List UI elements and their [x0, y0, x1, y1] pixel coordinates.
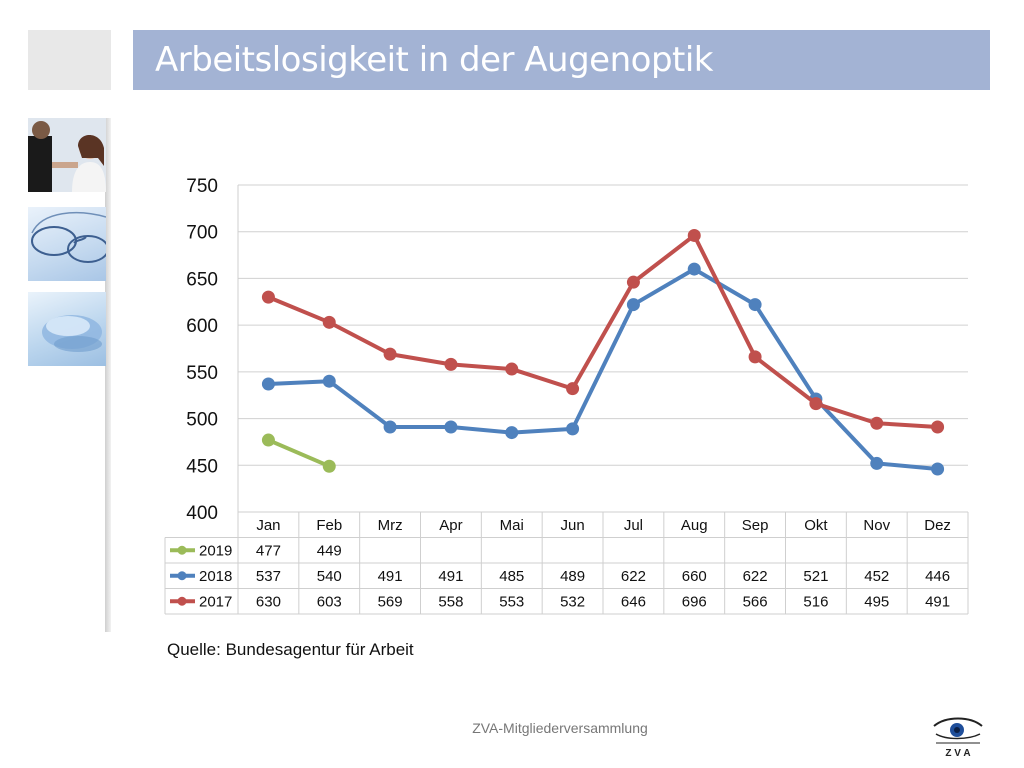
- table-value: 491: [925, 594, 950, 611]
- data-point: [322, 459, 336, 473]
- data-point: [261, 433, 275, 447]
- x-category-label: Apr: [439, 517, 462, 534]
- table-value: 452: [864, 568, 889, 585]
- footer-text: ZVA-Mitgliederversammlung: [472, 720, 648, 736]
- corner-box: [28, 30, 111, 90]
- data-point: [322, 315, 336, 329]
- table-value: 540: [317, 568, 342, 585]
- x-category-label: Jul: [624, 517, 643, 534]
- table-value: 537: [256, 568, 281, 585]
- table-value: 491: [378, 568, 403, 585]
- data-point: [626, 298, 640, 312]
- y-tick-label: 650: [186, 269, 218, 290]
- table-value: 485: [499, 568, 524, 585]
- eyeglasses-photo: [28, 207, 106, 281]
- table-value: 622: [621, 568, 646, 585]
- x-category-label: Nov: [863, 517, 890, 534]
- table-value: 516: [803, 594, 828, 611]
- table-value: 446: [925, 568, 950, 585]
- data-point: [748, 350, 762, 364]
- x-category-label: Okt: [804, 517, 828, 534]
- data-point: [809, 397, 823, 411]
- data-point: [261, 290, 275, 304]
- data-point: [505, 426, 519, 440]
- series-line-2018: [268, 267, 938, 472]
- data-table: Jan Feb Mrz Apr Mai Jun Jul Aug Sep Okt Nov Dez 2019…: [164, 185, 969, 615]
- table-value: 491: [438, 568, 463, 585]
- data-point: [444, 357, 458, 371]
- y-tick-label: 600: [186, 316, 218, 337]
- table-value: 477: [256, 543, 281, 560]
- x-category-label: Dez: [924, 517, 951, 534]
- legend-label: 2018: [199, 568, 232, 585]
- zva-logo: Z V A: [930, 712, 986, 760]
- data-point: [931, 462, 945, 476]
- data-point: [505, 362, 519, 376]
- legend-label: 2017: [199, 594, 232, 611]
- data-point: [383, 420, 397, 434]
- y-tick-label: 400: [186, 503, 218, 524]
- data-point: [931, 420, 945, 434]
- table-value: 630: [256, 594, 281, 611]
- x-category-label: Jun: [560, 517, 584, 534]
- table-value: 553: [499, 594, 524, 611]
- y-tick-label: 750: [186, 176, 218, 197]
- data-point: [261, 377, 275, 391]
- chart-svg: 400 450 500 550 600 650 700 750 Jan Feb Mrz Apr Mai…: [164, 176, 969, 615]
- table-value: 558: [438, 594, 463, 611]
- legend-label: 2019: [199, 543, 232, 560]
- data-point: [444, 420, 458, 434]
- table-value: 622: [743, 568, 768, 585]
- data-point: [566, 422, 580, 436]
- title-bar: Arbeitslosigkeit in der Augenoptik: [133, 30, 990, 90]
- x-category-label: Mrz: [378, 517, 403, 534]
- data-point: [748, 298, 762, 312]
- data-point: [383, 347, 397, 361]
- legend-key-marker: [177, 571, 187, 581]
- source-note: Quelle: Bundesagentur für Arbeit: [167, 640, 414, 659]
- table-value: 532: [560, 594, 585, 611]
- data-point: [870, 456, 884, 470]
- series-line-2019: [267, 438, 331, 469]
- page-title: Arbeitslosigkeit in der Augenoptik: [155, 40, 714, 80]
- table-value: 603: [317, 594, 342, 611]
- x-category-label: Feb: [316, 517, 342, 534]
- data-point: [566, 382, 580, 396]
- y-tick-label: 550: [186, 363, 218, 384]
- data-point: [687, 262, 701, 276]
- table-value: 495: [864, 594, 889, 611]
- series-line-2017: [267, 233, 938, 429]
- legend-key-marker: [177, 545, 187, 555]
- x-category-label: Jan: [256, 517, 280, 534]
- data-point: [870, 416, 884, 430]
- y-tick-label: 500: [186, 410, 218, 431]
- data-point: [626, 275, 640, 289]
- contact-lens-photo: [28, 292, 106, 366]
- x-category-label: Sep: [742, 517, 769, 534]
- x-category-label: Aug: [681, 517, 708, 534]
- x-category-label: Mai: [500, 517, 524, 534]
- grid-layer: [238, 184, 968, 513]
- table-value: 569: [378, 594, 403, 611]
- table-value: 521: [803, 568, 828, 585]
- unemployment-chart: 400 450 500 550 600 650 700 750 Jan Feb Mrz Apr Mai…: [160, 170, 980, 624]
- y-axis-ticks: 400 450 500 550 600 650 700 750: [186, 176, 218, 524]
- series-lines: [261, 228, 945, 476]
- optician-customer-photo: [28, 118, 106, 192]
- logo-text: Z V A: [945, 748, 970, 759]
- legend-key-marker: [177, 596, 187, 606]
- table-value: 660: [682, 568, 707, 585]
- data-point: [687, 228, 701, 242]
- y-tick-label: 700: [186, 223, 218, 244]
- data-point: [322, 374, 336, 388]
- side-strip: [105, 118, 111, 632]
- table-value: 566: [743, 594, 768, 611]
- table-value: 646: [621, 594, 646, 611]
- table-value: 449: [317, 543, 342, 560]
- y-tick-label: 450: [186, 456, 218, 477]
- table-value: 489: [560, 568, 585, 585]
- table-value: 696: [682, 594, 707, 611]
